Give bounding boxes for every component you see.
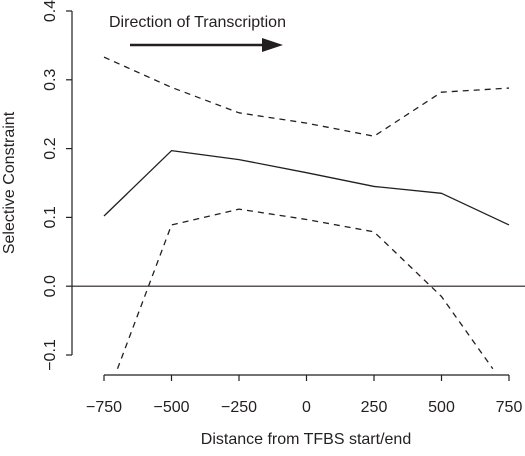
- y-tick-label: 0.4: [42, 0, 59, 22]
- x-tick-label: −500: [153, 399, 189, 416]
- x-tick-label: 0: [302, 399, 311, 416]
- y-tick-label: 0.1: [42, 206, 59, 228]
- annotation-label: Direction of Transcription: [109, 14, 286, 31]
- y-tick-label: 0.0: [42, 275, 59, 297]
- mean-series: [103, 150, 510, 226]
- y-tick-label: 0.2: [42, 137, 59, 159]
- y-tick-label: 0.3: [42, 69, 59, 91]
- x-tick-label: 250: [361, 399, 388, 416]
- transcription-annotation: Direction of Transcription: [109, 14, 286, 52]
- x-tick-label: −250: [221, 399, 257, 416]
- upper-bound-series: [103, 56, 510, 137]
- x-axis-title: Distance from TFBS start/end: [201, 431, 411, 448]
- x-tick-label: 750: [496, 399, 523, 416]
- x-tick-label: −750: [86, 399, 122, 416]
- plot-area: [72, 56, 525, 370]
- y-axis-title: Selective Constraint: [1, 111, 18, 254]
- lower-bound-series: [116, 208, 494, 370]
- annotation-arrow-head: [262, 38, 283, 52]
- x-tick-label: 500: [428, 399, 455, 416]
- y-tick-label: −0.1: [42, 339, 59, 371]
- axes: −0.1 0.0 0.1 0.2 0.3 0.4 −750 −500 −250 0 250 500 75…: [42, 0, 522, 416]
